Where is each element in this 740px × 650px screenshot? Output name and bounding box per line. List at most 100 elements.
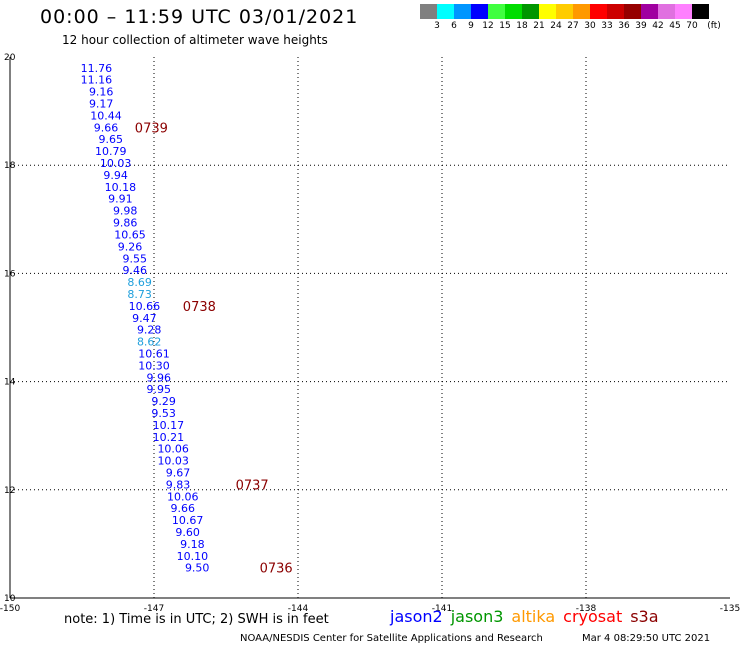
color-swatch [505, 4, 522, 19]
wave-height-label: 9.96 [147, 371, 172, 384]
color-scale-label: 15 [499, 21, 511, 31]
color-scale-label: 36 [618, 21, 630, 31]
y-tick-label: 16 [4, 269, 16, 279]
color-swatch [488, 4, 505, 19]
wave-height-label: 10.67 [172, 514, 204, 527]
x-tick-label: -141 [432, 604, 452, 614]
pass-time-label: 0736 [260, 562, 293, 577]
wave-height-label: 10.30 [138, 359, 170, 372]
color-swatch [420, 4, 437, 19]
wave-height-label: 9.65 [99, 133, 124, 146]
wave-height-label: 11.76 [81, 62, 113, 75]
color-scale-label: 24 [550, 21, 562, 31]
satellite-legend-s3a: s3a [630, 607, 659, 626]
wave-height-label: 9.60 [175, 526, 200, 539]
wave-height-label: 9.29 [151, 395, 176, 408]
wave-height-label: 9.47 [132, 312, 157, 325]
y-tick-label: 20 [4, 53, 16, 63]
color-swatch [692, 4, 709, 19]
wave-height-label: 8.69 [127, 276, 152, 289]
color-swatch [556, 4, 573, 19]
color-scale-label: 70 [686, 21, 698, 31]
color-scale-label: 33 [601, 21, 613, 31]
color-scale-label: 42 [652, 21, 664, 31]
color-swatch [471, 4, 488, 19]
wave-height-label: 10.17 [153, 419, 185, 432]
wave-height-label: 9.94 [103, 169, 128, 182]
wave-height-label: 9.66 [94, 121, 119, 134]
color-scale-label: 45 [669, 21, 681, 31]
y-tick-label: 18 [4, 161, 16, 171]
wave-height-label: 9.16 [89, 86, 114, 99]
y-tick-label: 14 [4, 378, 16, 388]
color-scale-label: 18 [516, 21, 528, 31]
satellite-legend-jason2: jason2 [390, 607, 443, 626]
wave-height-label: 9.46 [123, 264, 148, 277]
color-swatch [573, 4, 590, 19]
wave-height-label: 10.61 [138, 347, 170, 360]
wave-height-label: 9.83 [166, 478, 191, 491]
wave-height-label: 9.86 [113, 217, 138, 230]
chart-subtitle: 12 hour collection of altimeter wave hei… [62, 33, 328, 47]
wave-height-label: 10.44 [90, 109, 122, 122]
pass-time-label: 0737 [236, 478, 269, 493]
wave-height-label: 10.21 [153, 431, 185, 444]
wave-height-label: 8.62 [137, 336, 162, 349]
wave-height-label: 9.95 [147, 383, 172, 396]
wave-height-label: 9.67 [166, 466, 191, 479]
color-scale-label: 6 [451, 21, 457, 31]
color-swatch [675, 4, 692, 19]
chart-title: 00:00 – 11:59 UTC 03/01/2021 [40, 6, 359, 28]
wave-height-label: 10.03 [157, 455, 189, 468]
wave-height-label: 9.91 [108, 193, 133, 206]
y-tick-label: 10 [4, 594, 16, 604]
color-swatch [641, 4, 658, 19]
wave-height-label: 10.66 [129, 300, 161, 313]
color-swatch [590, 4, 607, 19]
generated-timestamp: Mar 4 08:29:50 UTC 2021 [582, 633, 711, 644]
color-scale-label: 30 [584, 21, 596, 31]
satellite-legend: jason2 jason3 altika cryosat s3a [390, 607, 667, 626]
footnote: note: 1) Time is in UTC; 2) SWH is in fe… [64, 612, 329, 627]
pass-time-label: 0738 [183, 300, 216, 315]
color-scale-label: 27 [567, 21, 579, 31]
wave-height-label: 9.98 [113, 205, 138, 218]
x-tick-label: -147 [144, 604, 164, 614]
wave-height-label: 9.55 [123, 252, 148, 265]
color-swatch [437, 4, 454, 19]
satellite-legend-altika: altika [511, 607, 556, 626]
wave-height-label: 9.17 [89, 98, 114, 111]
x-tick-label: -135 [720, 604, 740, 614]
x-tick-label: -138 [576, 604, 597, 614]
satellite-legend-jason3: jason3 [450, 607, 504, 626]
satellite-legend-cryosat: cryosat [563, 607, 623, 626]
wave-height-label: 9.50 [185, 562, 210, 575]
wave-height-label: 9.26 [118, 240, 143, 253]
wave-height-label: 10.79 [95, 145, 127, 158]
wave-height-label: 10.65 [114, 228, 146, 241]
color-scale-label: 21 [533, 21, 545, 31]
wave-height-label: 10.10 [177, 550, 209, 563]
color-scale-label: 39 [635, 21, 647, 31]
credit-line: NOAA/NESDIS Center for Satellite Applica… [240, 633, 543, 644]
x-tick-label: -150 [0, 604, 20, 614]
color-swatch [454, 4, 471, 19]
wave-height-label: 9.66 [171, 502, 196, 515]
color-scale-unit: (ft) [707, 21, 721, 31]
wave-height-label: 11.16 [81, 74, 113, 87]
color-swatch [539, 4, 556, 19]
x-tick-label: -144 [288, 604, 309, 614]
wave-height-label: 10.03 [100, 157, 132, 170]
color-swatch [522, 4, 539, 19]
wave-height-label: 10.18 [105, 181, 137, 194]
wave-height-label: 8.73 [127, 288, 152, 301]
color-swatch [658, 4, 675, 19]
color-swatch [607, 4, 624, 19]
wave-height-label: 9.53 [151, 407, 176, 420]
color-scale-label: 9 [468, 21, 474, 31]
y-tick-label: 12 [4, 486, 15, 496]
color-scale-label: 3 [434, 21, 440, 31]
wave-height-label: 10.06 [167, 490, 199, 503]
color-swatch [624, 4, 641, 19]
